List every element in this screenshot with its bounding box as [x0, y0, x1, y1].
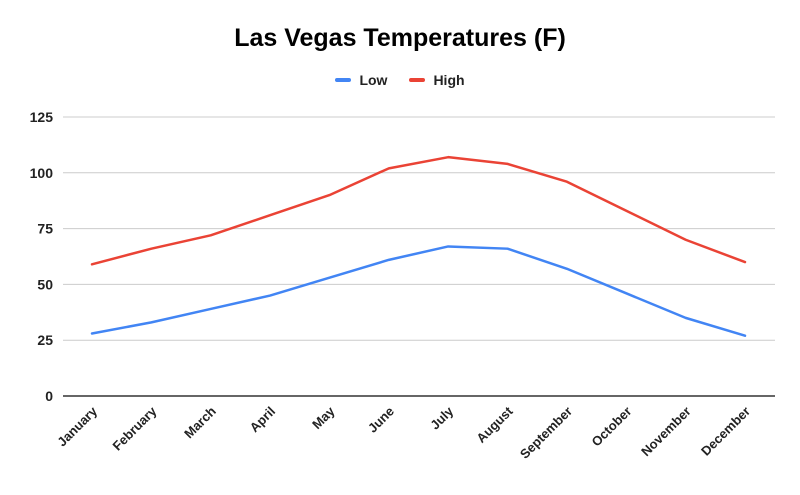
- legend-label-high: High: [433, 72, 465, 88]
- x-tick-label: December: [698, 404, 753, 459]
- legend-item-high[interactable]: High: [409, 72, 465, 88]
- legend-item-low[interactable]: Low: [335, 72, 387, 88]
- legend-swatch-low: [335, 78, 352, 82]
- x-tick-label: June: [365, 404, 397, 436]
- x-tick-label: April: [247, 404, 279, 436]
- y-tick-label: 50: [37, 276, 53, 292]
- series-line-low: [90, 245, 747, 337]
- series-lines: [90, 155, 747, 337]
- x-tick-label: May: [309, 403, 338, 432]
- x-tick-label: July: [427, 403, 457, 433]
- x-tick-label: March: [181, 403, 219, 441]
- x-tick-label: January: [54, 403, 100, 449]
- x-tick-label: October: [589, 404, 635, 450]
- x-tick-label: August: [473, 403, 516, 446]
- x-axis-ticks: January February March April May June July Augu…: [54, 403, 753, 462]
- legend-swatch-high: [409, 78, 426, 82]
- y-tick-label: 0: [45, 388, 53, 404]
- gridlines: [63, 116, 775, 397]
- x-tick-label: November: [638, 404, 694, 460]
- y-axis-ticks: 0 25 50 75 100 125: [30, 109, 54, 404]
- y-tick-label: 25: [37, 332, 53, 348]
- y-tick-label: 75: [37, 221, 53, 237]
- x-tick-label: September: [517, 404, 575, 462]
- legend-label-low: Low: [359, 72, 388, 88]
- y-tick-label: 100: [30, 165, 54, 181]
- x-tick-label: February: [110, 403, 160, 453]
- series-line-high: [90, 155, 747, 266]
- y-tick-label: 125: [30, 109, 54, 125]
- chart-legend: Low High: [0, 72, 800, 88]
- chart-title: Las Vegas Temperatures (F): [234, 24, 566, 52]
